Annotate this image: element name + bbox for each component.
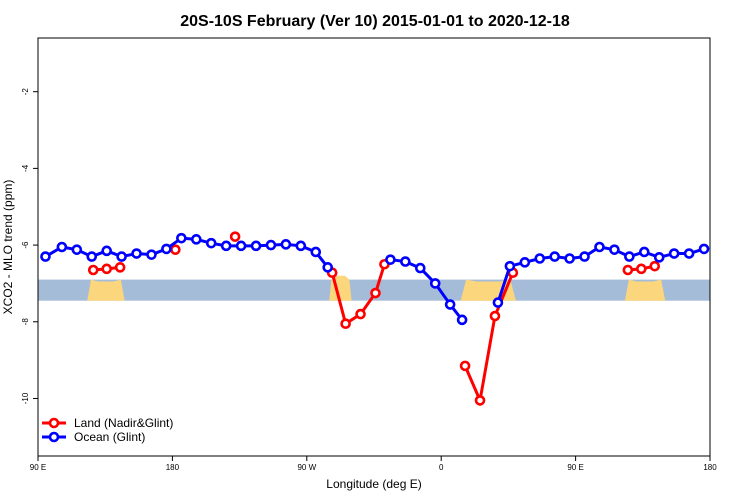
data-point	[265, 239, 277, 251]
y-tick-label: -8	[21, 318, 30, 326]
plot-frame	[37, 37, 711, 457]
data-point	[609, 244, 620, 255]
data-point	[176, 232, 187, 244]
data-point	[636, 263, 647, 275]
x-axis-label: Longitude (deg E)	[326, 477, 421, 491]
data-point	[235, 240, 247, 252]
data-point	[400, 256, 411, 267]
data-point	[310, 246, 322, 258]
data-point	[101, 245, 112, 257]
land-region	[87, 279, 125, 301]
legend-marker	[48, 431, 60, 443]
data-point	[229, 231, 241, 242]
chart-title: 20S-10S February (Ver 10) 2015-01-01 to …	[180, 13, 570, 30]
data-point	[489, 310, 501, 322]
y-axis-label: XCO2 - MLO trend (ppm)	[1, 180, 15, 315]
data-point	[549, 251, 560, 262]
data-point	[492, 297, 504, 308]
x-tick-label: 180	[166, 463, 180, 472]
data-point	[295, 240, 307, 252]
data-point	[385, 254, 396, 265]
data-point	[519, 257, 531, 268]
data-point	[86, 251, 98, 262]
x-tick-label: 90 E	[30, 463, 46, 472]
data-point	[579, 251, 590, 262]
data-point	[653, 252, 665, 263]
land-region	[624, 279, 666, 301]
data-point	[250, 240, 262, 252]
legend-label: Ocean (Glint)	[74, 430, 145, 444]
y-tick-label: -10	[21, 392, 30, 404]
series-layer	[40, 231, 710, 406]
data-point	[101, 263, 112, 275]
data-point	[146, 249, 157, 260]
x-tick-label: 90 W	[297, 463, 316, 472]
data-point	[564, 253, 575, 264]
series-land	[87, 231, 661, 406]
data-point	[474, 395, 486, 406]
data-point	[87, 264, 99, 276]
series-line	[463, 272, 515, 402]
legend-marker	[48, 417, 60, 429]
x-tick-label: 0	[439, 463, 444, 472]
data-point	[170, 244, 181, 255]
data-point	[649, 260, 661, 272]
y-tick-label: -2	[21, 88, 30, 96]
data-point	[668, 248, 680, 259]
x-tick-label: 90 E	[567, 463, 583, 472]
y-tick-label: -6	[21, 241, 30, 249]
data-point	[190, 234, 202, 245]
data-point	[638, 246, 650, 258]
y-tick-label: -4	[21, 164, 30, 172]
data-point	[131, 248, 142, 259]
data-point	[444, 299, 456, 310]
x-tick-label: 180	[703, 463, 717, 472]
data-point	[116, 251, 127, 262]
series-ocean	[40, 232, 710, 326]
data-point	[355, 308, 366, 320]
data-point	[429, 278, 441, 289]
data-point	[40, 251, 51, 262]
data-point	[683, 248, 695, 259]
data-point	[205, 237, 217, 249]
data-point	[414, 262, 426, 274]
data-point	[594, 241, 605, 253]
data-point	[71, 244, 83, 255]
data-point	[624, 251, 635, 262]
data-point	[280, 239, 292, 250]
data-point	[698, 243, 710, 255]
legend-label: Land (Nadir&Glint)	[74, 416, 173, 430]
x-axis: 90 E 180 90 W 0 90 E 180	[30, 456, 717, 472]
data-point	[504, 260, 516, 272]
data-point	[220, 240, 232, 252]
data-point	[456, 314, 468, 326]
data-point	[161, 243, 172, 255]
data-point	[370, 287, 381, 299]
data-point	[56, 241, 68, 253]
data-point	[459, 360, 471, 372]
y-axis: -2 -4 -6 -8 -10	[21, 88, 38, 404]
data-point	[114, 262, 126, 273]
data-point	[322, 262, 334, 273]
data-point	[622, 264, 634, 276]
data-point	[340, 318, 351, 329]
data-point	[534, 253, 546, 264]
legend: Land (Nadir&Glint)Ocean (Glint)	[42, 416, 173, 444]
